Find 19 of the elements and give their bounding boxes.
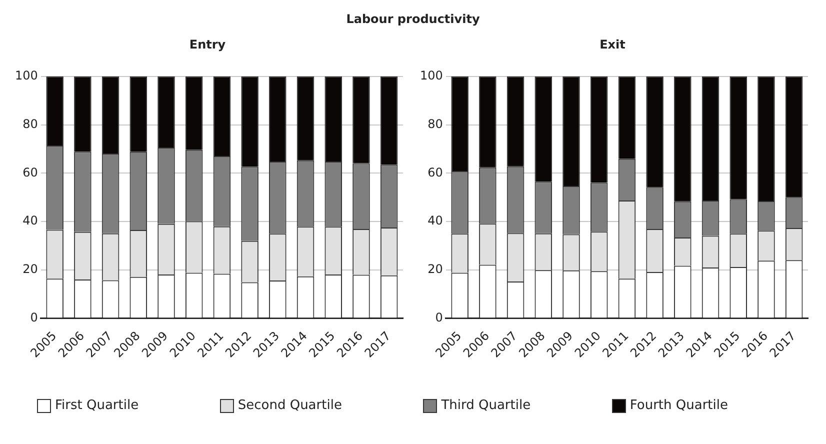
y-tick-label: 100	[15, 68, 38, 83]
text: Labour productivity	[345, 11, 481, 28]
chart-title: Entry	[189, 37, 226, 52]
y-tick-label: 100	[420, 68, 443, 83]
y-tick-label: 80	[428, 116, 443, 131]
y-tick-label: 0	[30, 310, 38, 324]
y-tick-label: 20	[22, 262, 38, 276]
y-tick-label: 20	[428, 262, 443, 276]
legend-label: Second Quartile	[238, 398, 342, 413]
y-tick-label: 40	[22, 214, 38, 228]
legend-label: Fourth Quartile	[630, 398, 728, 413]
legend-label: First Quartile	[55, 398, 139, 413]
y-tick-label: 60	[428, 165, 443, 180]
y-tick-label: 0	[435, 310, 443, 324]
chart-title: Exit	[600, 37, 626, 52]
legend-label: Third Quartile	[441, 398, 531, 413]
y-tick-label: 40	[428, 214, 443, 228]
y-tick-label: 60	[22, 165, 38, 180]
y-tick-label: 80	[22, 116, 38, 131]
